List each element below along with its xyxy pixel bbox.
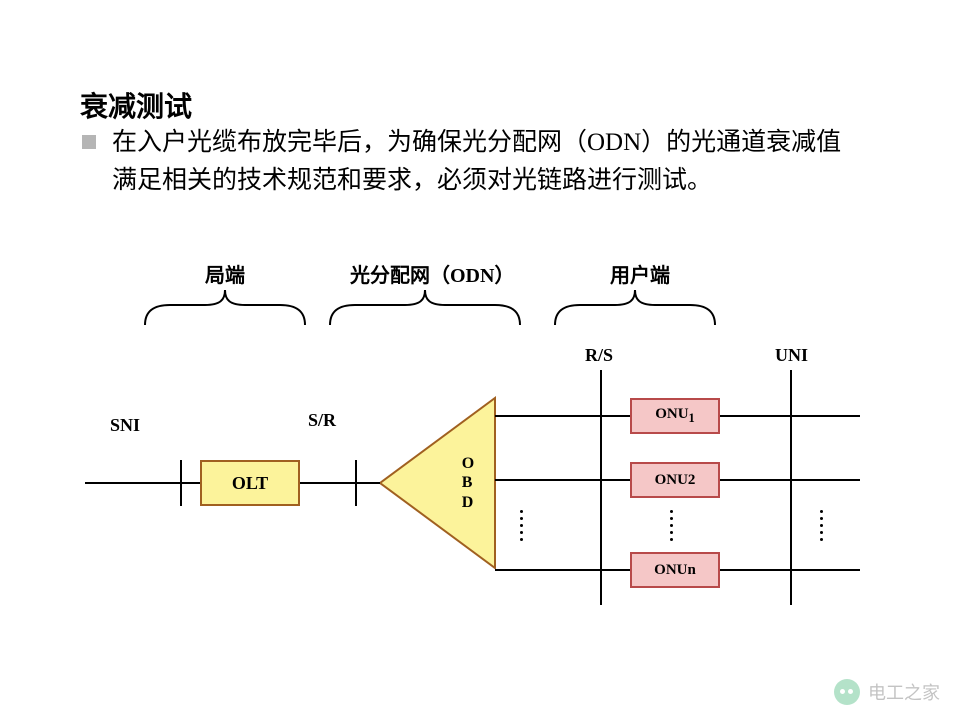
label-onu1: ONU1 bbox=[655, 406, 695, 426]
dots-uni bbox=[820, 510, 823, 541]
bar-uni bbox=[790, 370, 792, 605]
bullet-square-icon bbox=[82, 135, 96, 149]
label-uni: UNI bbox=[775, 345, 808, 366]
label-sni: SNI bbox=[110, 415, 140, 436]
box-olt: OLT bbox=[200, 460, 300, 506]
watermark: 电工之家 bbox=[834, 679, 940, 705]
section-label-left: 局端 bbox=[205, 259, 245, 288]
label-obd: OBD bbox=[448, 448, 488, 518]
box-onu2: ONU2 bbox=[630, 462, 720, 498]
body-paragraph: 在入户光缆布放完毕后，为确保光分配网（ODN）的光通道衰减值满足相关的技术规范和… bbox=[112, 124, 852, 199]
label-obd-text: OBD bbox=[462, 454, 474, 512]
dots-obd bbox=[520, 510, 523, 541]
dots-onu bbox=[670, 510, 673, 541]
page-title: 衰减测试 bbox=[80, 85, 192, 125]
bar-sr bbox=[355, 460, 357, 506]
box-onun: ONUn bbox=[630, 552, 720, 588]
section-label-right: 用户端 bbox=[610, 259, 670, 288]
label-rs: R/S bbox=[585, 345, 613, 366]
bar-rs bbox=[600, 370, 602, 605]
watermark-text: 电工之家 bbox=[868, 679, 940, 705]
wechat-icon bbox=[834, 679, 860, 705]
section-label-mid: 光分配网（ODN） bbox=[350, 259, 514, 288]
bar-sni bbox=[180, 460, 182, 506]
box-onu1: ONU1 bbox=[630, 398, 720, 434]
label-sr: S/R bbox=[308, 410, 336, 431]
